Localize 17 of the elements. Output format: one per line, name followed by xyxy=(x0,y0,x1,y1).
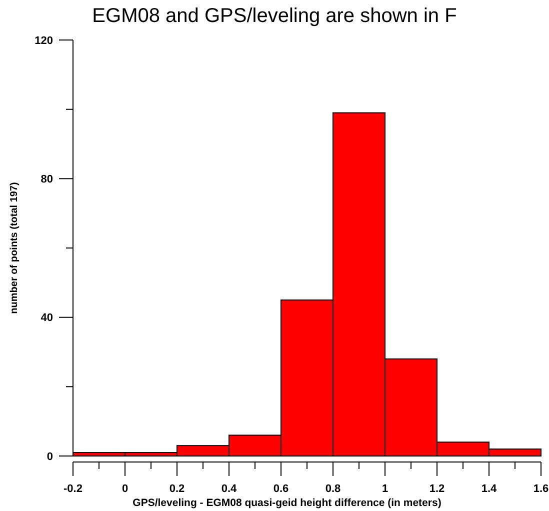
y-tick-label: 40 xyxy=(40,312,53,324)
x-tick-label: 0.6 xyxy=(273,483,289,495)
x-tick-label: 1 xyxy=(382,483,388,495)
x-tick-label: 1.6 xyxy=(533,483,549,495)
y-tick-label: 80 xyxy=(40,174,53,186)
x-tick-label: 0.8 xyxy=(325,483,341,495)
x-tick-label: 1.4 xyxy=(481,483,498,495)
y-tick-label: 120 xyxy=(34,34,53,47)
y-tick-label: 0 xyxy=(46,450,53,463)
x-tick-label: 1.2 xyxy=(429,483,445,495)
y-axis-title: number of points (total 197) xyxy=(9,182,20,314)
x-tick-label: 0 xyxy=(122,483,128,495)
x-tick-label: -0.2 xyxy=(64,483,82,495)
x-axis-title: GPS/leveling - EGM08 quasi-geid height difference (in meters) xyxy=(132,497,442,509)
x-tick-label: 0.2 xyxy=(169,483,185,495)
x-tick-label: 0.4 xyxy=(221,483,238,495)
chart-title: EGM08 and GPS/leveling are shown in F xyxy=(92,5,457,27)
